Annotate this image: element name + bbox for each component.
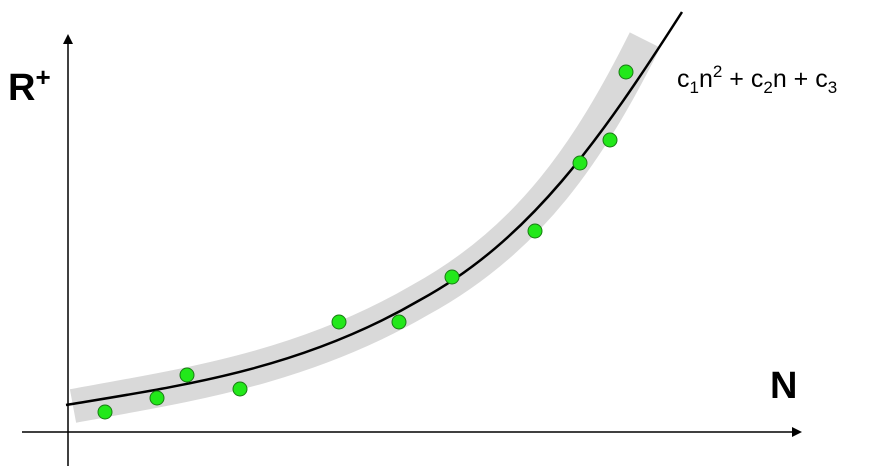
data-point <box>97 404 113 420</box>
data-point <box>179 367 195 383</box>
data-point <box>602 132 618 148</box>
data-point <box>232 381 248 397</box>
data-point <box>527 223 543 239</box>
fitted-curve <box>65 11 684 407</box>
formula-label: c1n2 + c2n + c3 <box>677 62 837 97</box>
formula-plus1: + <box>722 65 751 93</box>
formula-c1: c <box>677 65 690 93</box>
confidence-band <box>69 32 661 423</box>
formula-n1: n <box>699 65 713 93</box>
data-point <box>572 155 588 171</box>
formula-c3: c <box>815 65 828 93</box>
formula-c3-sub: 3 <box>828 78 837 97</box>
y-axis-label-superscript: + <box>35 62 50 92</box>
formula-n2: n <box>773 65 787 93</box>
data-point <box>331 314 347 330</box>
data-point <box>618 64 634 80</box>
x-axis-label: N <box>770 365 797 407</box>
data-point <box>391 314 407 330</box>
data-point <box>149 390 165 406</box>
formula-c1-sub: 1 <box>690 78 699 97</box>
data-point <box>444 269 460 285</box>
data-points <box>97 64 634 420</box>
formula-plus2: + <box>787 65 816 93</box>
formula-c2-sub: 2 <box>763 78 772 97</box>
formula-n1-sup: 2 <box>713 62 722 81</box>
formula-c2: c <box>751 65 764 93</box>
y-axis-label: R+ <box>8 62 51 109</box>
y-axis-label-main: R <box>8 67 35 109</box>
